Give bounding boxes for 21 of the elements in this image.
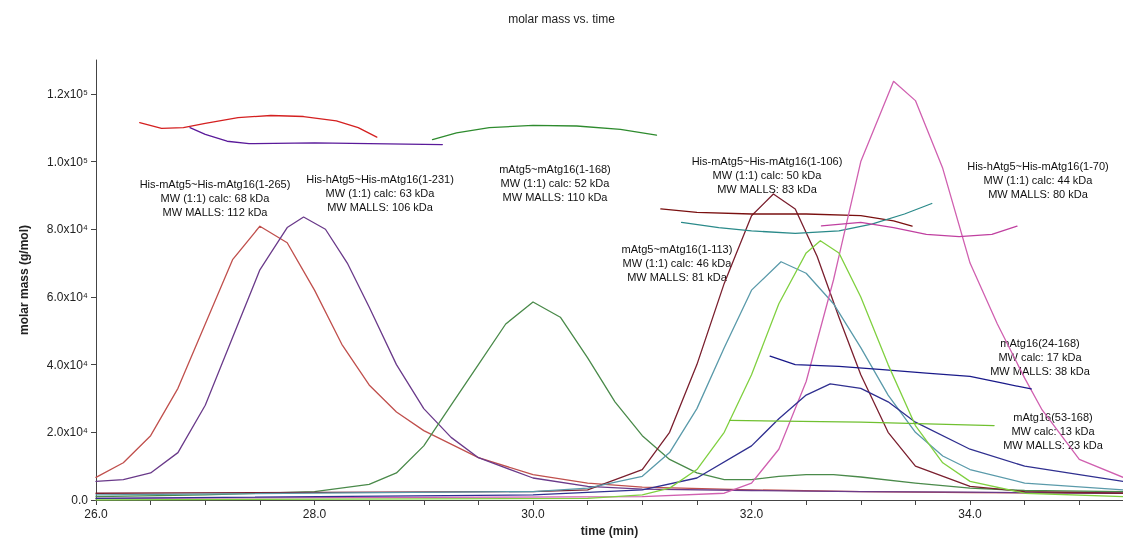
- annotation: mAtg5~mAtg16(1-113) MW (1:1) calc: 46 kDa MW MALLS: 81 kDa: [621, 243, 733, 283]
- chart-title: molar mass vs. time: [508, 12, 616, 26]
- y-tick-label: 0.0: [71, 493, 89, 507]
- y-tick-label: 1.0x10⁵: [46, 154, 89, 169]
- annotation: His-mAtg5~His-mAtg16(1-106) MW (1:1) calc: 50 kDa MW MALLS: 83 kDa: [691, 155, 843, 195]
- y-tick-label: 2.0x10⁴: [46, 425, 88, 440]
- annotation: His-mAtg5~His-mAtg16(1-265) MW (1:1) calc: 68 kDa MW MALLS: 112 kDa: [139, 178, 291, 218]
- annotation: mAtg5~mAtg16(1-168) MW (1:1) calc: 52 kDa MW MALLS: 110 kDa: [499, 163, 611, 203]
- y-tick-label: 1.2x10⁵: [46, 86, 89, 101]
- x-tick-label: 28.0: [302, 507, 327, 521]
- x-tick-label: 30.0: [521, 507, 546, 521]
- y-tick-label: 8.0x10⁴: [46, 222, 88, 237]
- y-tick-label: 4.0x10⁴: [46, 357, 88, 372]
- annotation: His-hAtg5~His-mAtg16(1-70) MW (1:1) calc: 44 kDa MW MALLS: 80 kDa: [967, 160, 1109, 200]
- x-tick-label: 32.0: [739, 507, 764, 521]
- y-axis-title: molar mass (g/mol): [17, 224, 31, 336]
- y-tick-label: 6.0x10⁴: [46, 289, 88, 304]
- annotation: His-hAtg5~His-mAtg16(1-231) MW (1:1) calc: 63 kDa MW MALLS: 106 kDa: [306, 173, 454, 213]
- x-tick-label: 34.0: [958, 507, 983, 521]
- x-axis-title: time (min): [580, 523, 639, 538]
- x-tick-label: 26.0: [84, 507, 108, 521]
